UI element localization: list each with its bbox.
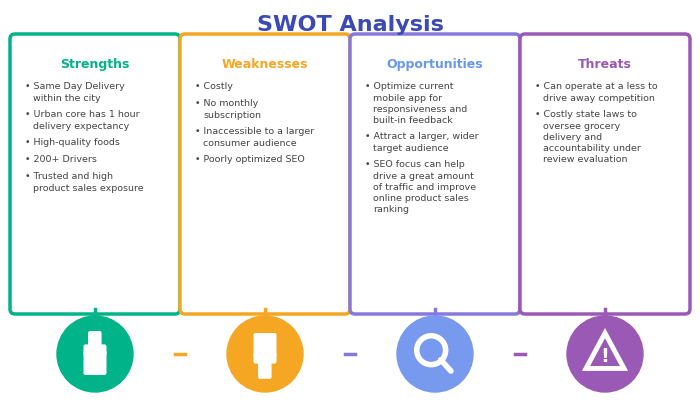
Text: • Trusted and high: • Trusted and high [25,172,113,180]
Text: delivery and: delivery and [543,133,602,142]
FancyBboxPatch shape [88,331,102,356]
Text: responsiveness and: responsiveness and [373,105,467,114]
Text: delivery expectancy: delivery expectancy [33,122,130,131]
Text: review evaluation: review evaluation [543,155,627,164]
Text: product sales exposure: product sales exposure [33,184,143,193]
Text: within the city: within the city [33,94,101,103]
Text: drive a great amount: drive a great amount [373,172,474,180]
Text: online product sales: online product sales [373,193,469,202]
Text: • Inaccessible to a larger: • Inaccessible to a larger [195,127,314,136]
Text: ranking: ranking [373,204,409,213]
Text: of traffic and improve: of traffic and improve [373,182,476,191]
Text: built-in feedback: built-in feedback [373,116,453,125]
FancyBboxPatch shape [83,344,106,356]
Text: • Optimize current: • Optimize current [365,82,454,91]
FancyBboxPatch shape [258,354,272,379]
Circle shape [397,316,473,392]
Text: Weaknesses: Weaknesses [222,58,308,71]
Text: target audience: target audience [373,144,449,153]
Text: • Poorly optimized SEO: • Poorly optimized SEO [195,155,304,164]
Text: !: ! [601,346,610,366]
Text: • Urban core has 1 hour: • Urban core has 1 hour [25,110,139,119]
Text: • SEO focus can help: • SEO focus can help [365,160,465,169]
FancyBboxPatch shape [350,35,520,314]
Text: • Attract a larger, wider: • Attract a larger, wider [365,132,479,141]
Text: • Same Day Delivery: • Same Day Delivery [25,82,125,91]
FancyBboxPatch shape [83,350,106,375]
Text: • No monthly: • No monthly [195,99,258,108]
Text: • 200+ Drivers: • 200+ Drivers [25,155,97,164]
FancyBboxPatch shape [253,333,276,358]
Text: drive away competition: drive away competition [543,94,655,103]
Text: Opportunities: Opportunities [386,58,483,71]
Text: • Costly: • Costly [195,82,233,91]
Text: consumer audience: consumer audience [203,139,297,148]
FancyBboxPatch shape [180,35,350,314]
Text: SWOT Analysis: SWOT Analysis [257,15,443,35]
Circle shape [227,316,303,392]
Text: • High-quality foods: • High-quality foods [25,138,120,147]
Circle shape [567,316,643,392]
Text: subscription: subscription [203,111,261,120]
FancyBboxPatch shape [253,352,276,364]
FancyBboxPatch shape [520,35,690,314]
Text: accountability under: accountability under [543,144,641,153]
FancyBboxPatch shape [10,35,180,314]
Text: mobile app for: mobile app for [373,94,442,103]
Text: Threats: Threats [578,58,632,71]
Text: oversee grocery: oversee grocery [543,122,620,131]
Text: • Can operate at a less to: • Can operate at a less to [535,82,657,91]
Text: Strengths: Strengths [60,58,130,71]
Text: • Costly state laws to: • Costly state laws to [535,110,637,119]
Circle shape [57,316,133,392]
